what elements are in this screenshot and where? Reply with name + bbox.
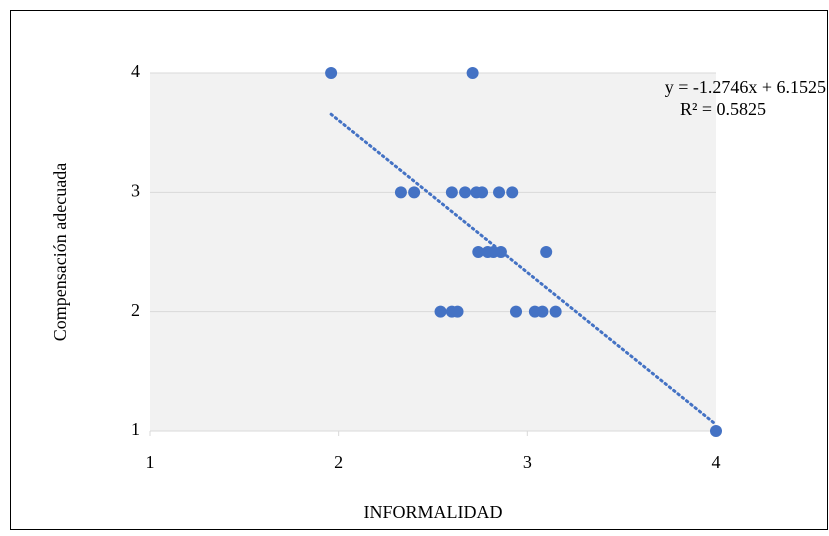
point [459, 186, 472, 199]
point [536, 305, 549, 318]
point [510, 305, 523, 318]
point [493, 186, 506, 199]
y-tick-label: 2 [131, 300, 140, 320]
point [445, 186, 458, 199]
trendline [329, 112, 718, 427]
y-tick-label: 1 [131, 419, 140, 439]
point [540, 246, 553, 258]
point [408, 186, 421, 199]
point [434, 305, 447, 318]
plot-area [150, 73, 716, 431]
y-tick-label: 3 [131, 180, 140, 200]
x-tick-label: 1 [146, 452, 155, 472]
point [466, 67, 479, 79]
point [451, 305, 464, 318]
y-axis-title: Compensación adecuada [50, 163, 70, 341]
point [494, 246, 507, 258]
x-axis-title: INFORMALIDAD [364, 502, 503, 522]
point [476, 186, 489, 199]
y-tick-label: 4 [131, 61, 140, 81]
trendline-r2: R² = 0.5825 [680, 99, 766, 119]
x-tick-label: 3 [523, 452, 532, 472]
point [710, 425, 722, 437]
x-tick-label: 4 [712, 452, 721, 472]
point [325, 67, 338, 79]
point [506, 186, 519, 199]
x-tick-label: 2 [334, 452, 343, 472]
point [472, 246, 485, 258]
point [549, 305, 562, 318]
point [394, 186, 407, 199]
trendline-equation: y = -1.2746x + 6.1525 [665, 77, 826, 97]
